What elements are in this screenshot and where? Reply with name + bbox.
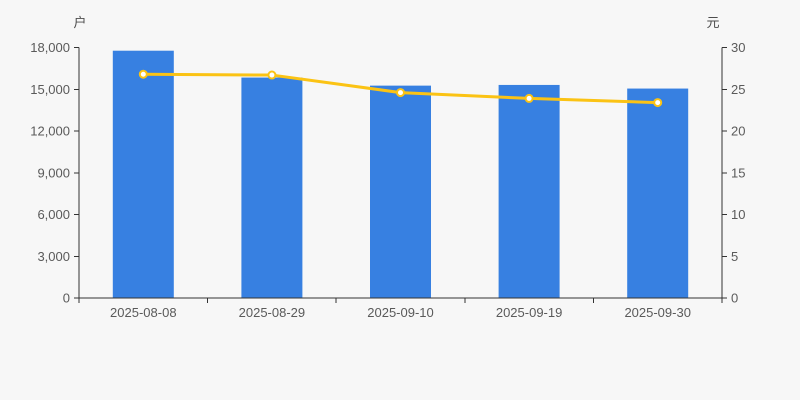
bar-2025-08-08[interactable] bbox=[112, 50, 174, 298]
x-axis-label-2025-08-08: 2025-08-08 bbox=[110, 305, 177, 320]
bar-2025-09-30[interactable] bbox=[627, 88, 689, 298]
right-axis-unit-label: 元 bbox=[706, 15, 720, 30]
x-axis-label-2025-09-30: 2025-09-30 bbox=[624, 305, 691, 320]
left-axis-unit-label: 户 bbox=[73, 15, 87, 30]
x-axis-label-2025-09-19: 2025-09-19 bbox=[496, 305, 563, 320]
line-point-2025-09-30[interactable] bbox=[653, 98, 663, 108]
right-axis-tick-label: 15 bbox=[731, 165, 745, 180]
right-axis-tick-label: 20 bbox=[731, 124, 745, 139]
line-point-2025-09-10[interactable] bbox=[396, 88, 405, 98]
bar-2025-08-29[interactable] bbox=[241, 77, 303, 298]
right-axis-tick-label: 0 bbox=[731, 291, 738, 306]
left-axis-tick-label: 18,000 bbox=[30, 40, 70, 55]
left-axis-tick-label: 6,000 bbox=[37, 207, 70, 222]
left-axis-tick-label: 15,000 bbox=[30, 82, 70, 97]
x-axis-label-2025-09-10: 2025-09-10 bbox=[367, 305, 434, 320]
right-axis-tick-label: 5 bbox=[731, 249, 738, 264]
line-point-2025-09-19[interactable] bbox=[524, 93, 534, 103]
line-point-2025-08-29[interactable] bbox=[267, 70, 277, 80]
bar-2025-09-19[interactable] bbox=[498, 84, 560, 298]
bar-2025-09-10[interactable] bbox=[370, 85, 431, 298]
left-axis-tick-label: 3,000 bbox=[37, 249, 70, 264]
right-axis-tick-label: 25 bbox=[731, 82, 745, 97]
line-point-2025-08-08[interactable] bbox=[138, 69, 148, 79]
left-axis-tick-label: 0 bbox=[63, 291, 70, 306]
left-axis-tick-label: 12,000 bbox=[30, 124, 70, 139]
right-axis-tick-label: 30 bbox=[731, 40, 745, 55]
left-axis-tick-label: 9,000 bbox=[37, 165, 70, 180]
x-axis-label-2025-08-29: 2025-08-29 bbox=[239, 305, 306, 320]
right-axis-tick-label: 10 bbox=[731, 207, 745, 222]
